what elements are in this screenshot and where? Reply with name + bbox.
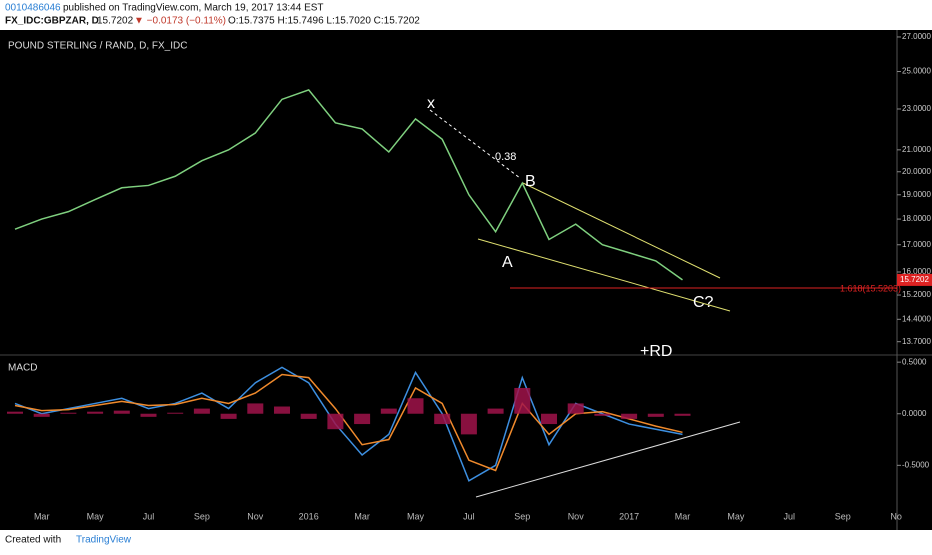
last-price-label: 15.7202 <box>900 275 929 284</box>
histogram-bar <box>487 408 504 414</box>
x-tick-label: May <box>87 511 105 521</box>
change: ▼ −0.0173 (−0.11%) <box>134 16 226 27</box>
annotation: 1.618(15.5203) <box>840 283 901 293</box>
publisher: 0010486046 <box>5 3 61 14</box>
histogram-bar <box>33 413 50 417</box>
x-tick-label: 2017 <box>619 511 639 521</box>
histogram-bar <box>113 410 130 414</box>
histogram-bar <box>514 387 531 414</box>
histogram-bar <box>354 413 371 425</box>
plot: Mar May Jul Sep Nov 2016 Mar May Jul Sep Nov 2017 Ma… <box>7 32 932 521</box>
y-tick-label: 27.0000 <box>902 32 931 41</box>
annotation: +RD <box>640 343 672 360</box>
annotation: B <box>525 173 536 190</box>
histogram-bar <box>327 413 344 430</box>
last-price-box <box>897 273 932 286</box>
histogram-bar <box>140 413 157 417</box>
lower-trendline <box>477 238 731 312</box>
y-tick-label: 20.0000 <box>902 167 931 176</box>
price-line <box>14 88 683 281</box>
x-tick-label: Jul <box>784 511 796 521</box>
fib-line <box>429 109 521 179</box>
x-tick-label: Sep <box>835 511 851 521</box>
published: published on TradingView.com, March 19, … <box>63 3 324 14</box>
histogram-bar <box>220 413 237 419</box>
annotation: 0.38 <box>495 151 516 163</box>
y-tick-label: 18.0000 <box>902 214 931 223</box>
y-tick-label: 17.0000 <box>902 240 931 249</box>
macd-line <box>14 373 683 472</box>
histogram-bar <box>300 413 317 419</box>
y-tick-label: 21.0000 <box>902 145 931 154</box>
y-tick-label: 0.0000 <box>902 409 927 418</box>
histogram-bar <box>193 408 210 414</box>
x-tick-label: Sep <box>514 511 530 521</box>
histogram-bar <box>594 413 611 416</box>
x-tick-label: Nov <box>568 511 585 521</box>
annotation: A <box>502 254 513 271</box>
histogram-bar <box>460 413 477 435</box>
histogram-bar <box>434 413 451 425</box>
pane-title: POUND STERLING / RAND, D, FX_IDC <box>8 41 187 52</box>
macd-title: MACD <box>8 363 37 374</box>
y-tick-label: -0.5000 <box>902 460 930 469</box>
x-tick-label: Jul <box>143 511 155 521</box>
footer-created: Created with <box>5 535 61 546</box>
y-tick-label: 15.2000 <box>902 290 931 299</box>
histogram-bar <box>247 403 264 414</box>
footer <box>0 530 932 550</box>
histogram-bar <box>407 398 424 414</box>
y-tick-label: 23.0000 <box>902 104 931 113</box>
ohlc: O:15.7375 H:15.7496 L:15.7020 C:15.7202 <box>228 16 420 27</box>
footer-brand: TradingView <box>76 535 132 546</box>
x-tick-label: May <box>407 511 425 521</box>
x-tick-label: 2016 <box>299 511 319 521</box>
x-tick-label: Sep <box>194 511 210 521</box>
histogram-bar <box>647 413 664 417</box>
histogram-bar <box>541 413 557 425</box>
x-tick-label: Jul <box>463 511 475 521</box>
histogram-bar <box>167 412 184 414</box>
x-tick-label: No <box>890 511 902 521</box>
histogram-bar <box>621 413 638 419</box>
chart-area <box>0 30 932 530</box>
y-tick-label: 0.5000 <box>902 357 927 366</box>
y-tick-label: 13.7000 <box>902 337 931 346</box>
histogram-bar <box>380 408 397 414</box>
quote: 15.7202 <box>97 16 134 27</box>
x-tick-label: Mar <box>34 511 50 521</box>
histogram-bar <box>567 403 584 414</box>
histogram-bar <box>60 412 77 414</box>
y-tick-label: 25.0000 <box>902 67 931 76</box>
x-tick-label: Mar <box>675 511 691 521</box>
x-tick-label: Mar <box>354 511 370 521</box>
x-tick-label: May <box>727 511 745 521</box>
histogram-bar <box>7 411 23 414</box>
macd-trendline <box>475 421 741 498</box>
symbol: FX_IDC:GBPZAR, D <box>5 16 99 27</box>
y-tick-label: 14.4000 <box>902 314 931 323</box>
y-tick-label: 19.0000 <box>902 190 931 199</box>
upper-trendline <box>522 182 721 279</box>
histogram-bar <box>87 411 104 414</box>
annotation: C? <box>693 294 714 311</box>
histogram-bar <box>674 413 691 416</box>
y-tick-label: 16.0000 <box>902 267 931 276</box>
histogram-bar <box>274 406 290 414</box>
x-tick-label: Nov <box>247 511 264 521</box>
annotation: x <box>427 95 435 112</box>
